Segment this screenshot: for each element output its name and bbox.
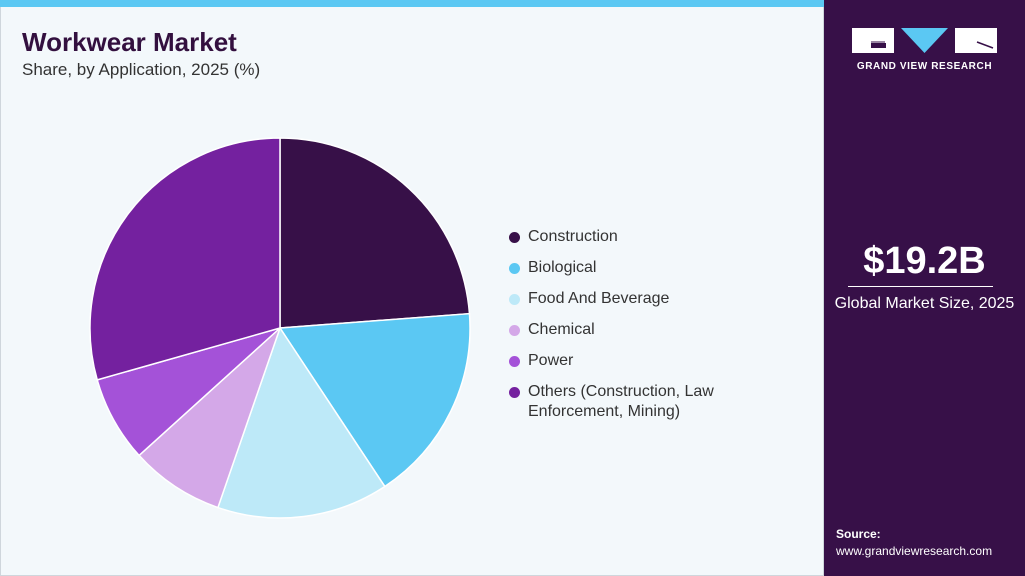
- pie-slice-construction: [279, 137, 471, 329]
- legend-item: Food And Beverage: [509, 289, 809, 309]
- legend-marker: [509, 356, 520, 367]
- legend-label: Chemical: [528, 321, 595, 338]
- legend-marker: [509, 294, 520, 305]
- market-size-label: Global Market Size, 2025: [834, 295, 1015, 312]
- logo-text: GRAND VIEW RESEARCH: [856, 61, 993, 72]
- legend-label: Power: [528, 352, 574, 369]
- chart-subtitle: Share, by Application, 2025 (%): [22, 60, 261, 79]
- legend-marker: [509, 263, 520, 274]
- legend-marker: [509, 387, 520, 398]
- legend-item: Biological: [509, 258, 809, 278]
- pie-slice-others: [89, 137, 281, 381]
- accent-bar: [0, 0, 824, 7]
- legend-marker: [509, 325, 520, 336]
- legend-label: Construction: [528, 228, 618, 245]
- legend: Construction Biological Food And Beverage C…: [509, 227, 809, 433]
- market-size-value: $19.2B: [863, 240, 986, 282]
- source: Source: www.grandviewresearch.com: [836, 526, 992, 560]
- divider: [848, 286, 993, 287]
- pie-slice-chemical: [138, 327, 281, 509]
- legend-label: Others (Construction, Law Enforcement, M…: [528, 383, 714, 420]
- legend-item: Chemical: [509, 320, 809, 340]
- sidebar: GRAND VIEW RESEARCH $19.2B Global Market…: [824, 0, 1025, 576]
- legend-label: Food And Beverage: [528, 290, 670, 307]
- pie-slice-biological: [278, 312, 471, 488]
- pie-chart: [89, 137, 471, 519]
- legend-item: Power: [509, 351, 809, 371]
- legend-marker: [509, 232, 520, 243]
- pie-slice-food: [216, 326, 386, 519]
- chart-title: Workwear Market: [22, 27, 237, 57]
- legend-item: Others (Construction, Law Enforcement, M…: [509, 382, 809, 422]
- legend-item: Construction: [509, 227, 809, 247]
- source-link[interactable]: www.grandviewresearch.com: [836, 544, 993, 558]
- source-label: Source:: [836, 527, 881, 541]
- legend-label: Biological: [528, 259, 597, 276]
- grand-view-research-logo: [852, 28, 997, 53]
